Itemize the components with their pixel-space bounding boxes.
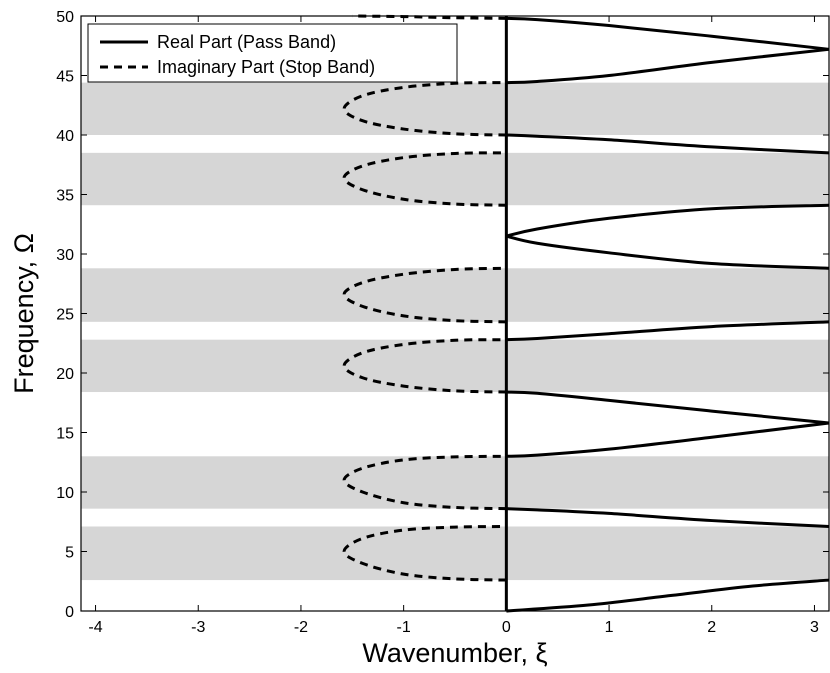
y-tick-label: 5 [65, 545, 74, 562]
legend-entry-imaginary-part: Imaginary Part (Stop Band) [157, 57, 375, 77]
stop-band-6 [81, 82, 829, 135]
x-tick-label: -3 [191, 619, 205, 636]
pass-band-curve-7 [505, 203, 830, 238]
y-tick-label: 35 [56, 188, 74, 205]
pass-band-curve-5 [506, 320, 830, 342]
pass-band-curve-3 [506, 421, 830, 458]
stop-band-3 [81, 339, 829, 393]
stop-band-shading [81, 82, 829, 581]
pass-band-curve-2 [506, 507, 830, 529]
pass-band-curve-1 [506, 578, 830, 613]
pass-band-curve-4 [506, 390, 830, 425]
legend-box [87, 23, 458, 83]
x-tick-label: 0 [502, 619, 511, 636]
legend-entry-real-part: Real Part (Pass Band) [157, 32, 336, 52]
stop-band-curve-2 [342, 454, 507, 511]
pass-band-curve-9 [506, 47, 830, 85]
y-tick-label: 45 [56, 69, 74, 86]
x-tick-label: -1 [397, 619, 411, 636]
y-axis-label: Frequency, Ω [9, 233, 39, 394]
stop-band-curve-5 [342, 151, 507, 207]
y-tick-label: 15 [56, 426, 74, 443]
legend: Real Part (Pass Band) Imaginary Part (St… [87, 23, 458, 83]
x-tick-label: 3 [810, 619, 819, 636]
stop-band-5 [81, 152, 829, 206]
dispersion-curves [342, 14, 830, 613]
stop-band-2 [81, 456, 829, 509]
x-axis-label: Wavenumber, ξ [362, 638, 547, 668]
x-tick-label: 1 [605, 619, 614, 636]
stop-band-curve-6 [342, 81, 507, 137]
stop-band-curve-1 [342, 525, 507, 582]
pass-band-curve-10 [506, 16, 830, 51]
stop-band-curve-3 [342, 338, 507, 394]
pass-band-curve-8 [506, 133, 830, 155]
x-tick-label: 2 [707, 619, 716, 636]
pass-band-curve-6 [505, 234, 830, 270]
stop-band-4 [81, 268, 829, 322]
y-tick-label: 25 [56, 307, 74, 324]
x-tick-label: -4 [88, 619, 102, 636]
y-tick-label: 40 [56, 128, 74, 145]
y-tick-label: 30 [56, 247, 74, 264]
stop-band-curve-4 [342, 266, 507, 324]
y-tick-label: 50 [56, 9, 74, 26]
y-tick-label: 20 [56, 366, 74, 383]
y-tick-label: 10 [56, 485, 74, 502]
stop-band-1 [81, 526, 829, 581]
y-tick-label: 0 [65, 604, 74, 621]
x-tick-label: -2 [294, 619, 308, 636]
